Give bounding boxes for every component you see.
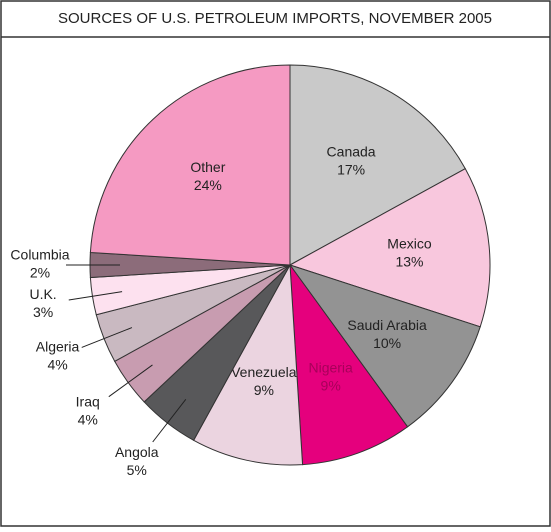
slice-value-label: 9% — [321, 378, 341, 394]
slice-label: Venezuela — [231, 364, 297, 380]
slice-label: Columbia — [10, 247, 69, 263]
leader-line — [108, 364, 153, 398]
slice-value-label: 5% — [127, 462, 147, 478]
slice-label: Saudi Arabia — [347, 317, 427, 333]
leader-line — [81, 327, 133, 348]
slice-label: Canada — [327, 143, 376, 159]
slice-label: Angola — [115, 444, 159, 460]
slice-value-label: 9% — [254, 382, 274, 398]
leader-line — [152, 399, 187, 443]
slice-label: Nigeria — [308, 360, 353, 376]
slice-label: Iraq — [76, 394, 100, 410]
slice-label: Algeria — [36, 339, 80, 355]
leader-line — [68, 291, 123, 301]
slice-value-label: 2% — [30, 265, 50, 281]
slice-value-label: 17% — [337, 161, 365, 177]
slice-label: U.K. — [29, 286, 56, 302]
pie-slice — [89, 64, 291, 266]
slice-value-label: 4% — [78, 412, 98, 428]
slice-value-label: 4% — [47, 357, 67, 373]
slice-value-label: 3% — [33, 304, 53, 320]
pie-slice — [289, 263, 409, 466]
pie-slice — [289, 64, 466, 266]
slice-value-label: 24% — [194, 177, 222, 193]
slice-value-label: 10% — [373, 335, 401, 351]
slice-label: Mexico — [387, 235, 432, 251]
slice-value-label: 13% — [395, 253, 423, 269]
pie-slice — [192, 263, 304, 466]
pie-slice — [288, 167, 491, 328]
slice-label: Other — [190, 159, 225, 175]
chart-title: SOURCES OF U.S. PETROLEUM IMPORTS, NOVEM… — [58, 10, 492, 27]
pie-slice — [288, 264, 481, 428]
